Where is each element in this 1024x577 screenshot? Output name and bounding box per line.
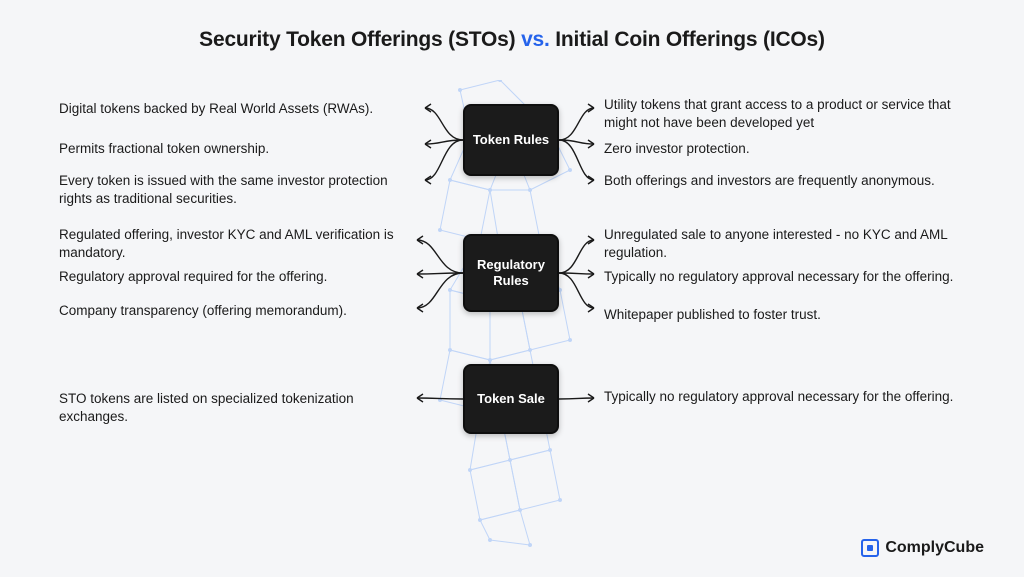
page-title: Security Token Offerings (STOs) vs. Init… [0,28,1024,52]
ico-bullet: Typically no regulatory approval necessa… [604,388,964,406]
connector-arrow-right [553,96,600,152]
connector-arrow-left [411,386,469,411]
connector-arrow-left [419,128,469,156]
title-vs: vs. [521,28,550,51]
category-box: Regulatory Rules [463,234,559,312]
connector-arrow-left [411,261,469,320]
brand-icon [861,539,879,557]
connector-arrow-right [553,228,600,285]
sto-bullet: Every token is issued with the same inve… [59,172,419,208]
category-label: Regulatory Rules [465,251,557,296]
title-left: Security Token Offerings (STOs) [199,28,515,51]
ico-bullet: Zero investor protection. [604,140,964,158]
ico-bullet: Unregulated sale to anyone interested - … [604,226,964,262]
connector-arrow-left [411,228,469,285]
sto-bullet: STO tokens are listed on specialized tok… [59,390,411,426]
connector-arrow-right [553,386,600,411]
sto-bullet: Digital tokens backed by Real World Asse… [59,100,419,118]
connector-arrow-right [553,128,600,192]
connector-arrow-right [553,128,600,156]
sto-bullet: Regulated offering, investor KYC and AML… [59,226,411,262]
connector-arrow-left [411,261,469,286]
ico-bullet: Whitepaper published to foster trust. [604,306,964,324]
category-label: Token Sale [473,385,549,413]
ico-bullet: Typically no regulatory approval necessa… [604,268,964,286]
sto-bullet: Regulatory approval required for the off… [59,268,411,286]
infographic-canvas: Security Token Offerings (STOs) vs. Init… [0,0,1024,577]
brand-logo: ComplyCube [861,539,984,557]
ico-bullet: Utility tokens that grant access to a pr… [604,96,964,132]
category-box: Token Rules [463,104,559,176]
connector-arrow-left [419,96,469,152]
connector-arrow-right [553,261,600,320]
sto-bullet: Permits fractional token ownership. [59,140,419,158]
title-right: Initial Coin Offerings (ICOs) [555,28,825,51]
category-label: Token Rules [469,126,553,154]
sto-bullet: Company transparency (offering memorandu… [59,302,411,320]
category-box: Token Sale [463,364,559,434]
brand-name: ComplyCube [885,539,984,557]
connector-arrow-left [419,128,469,192]
ico-bullet: Both offerings and investors are frequen… [604,172,964,190]
connector-arrow-right [553,261,600,286]
